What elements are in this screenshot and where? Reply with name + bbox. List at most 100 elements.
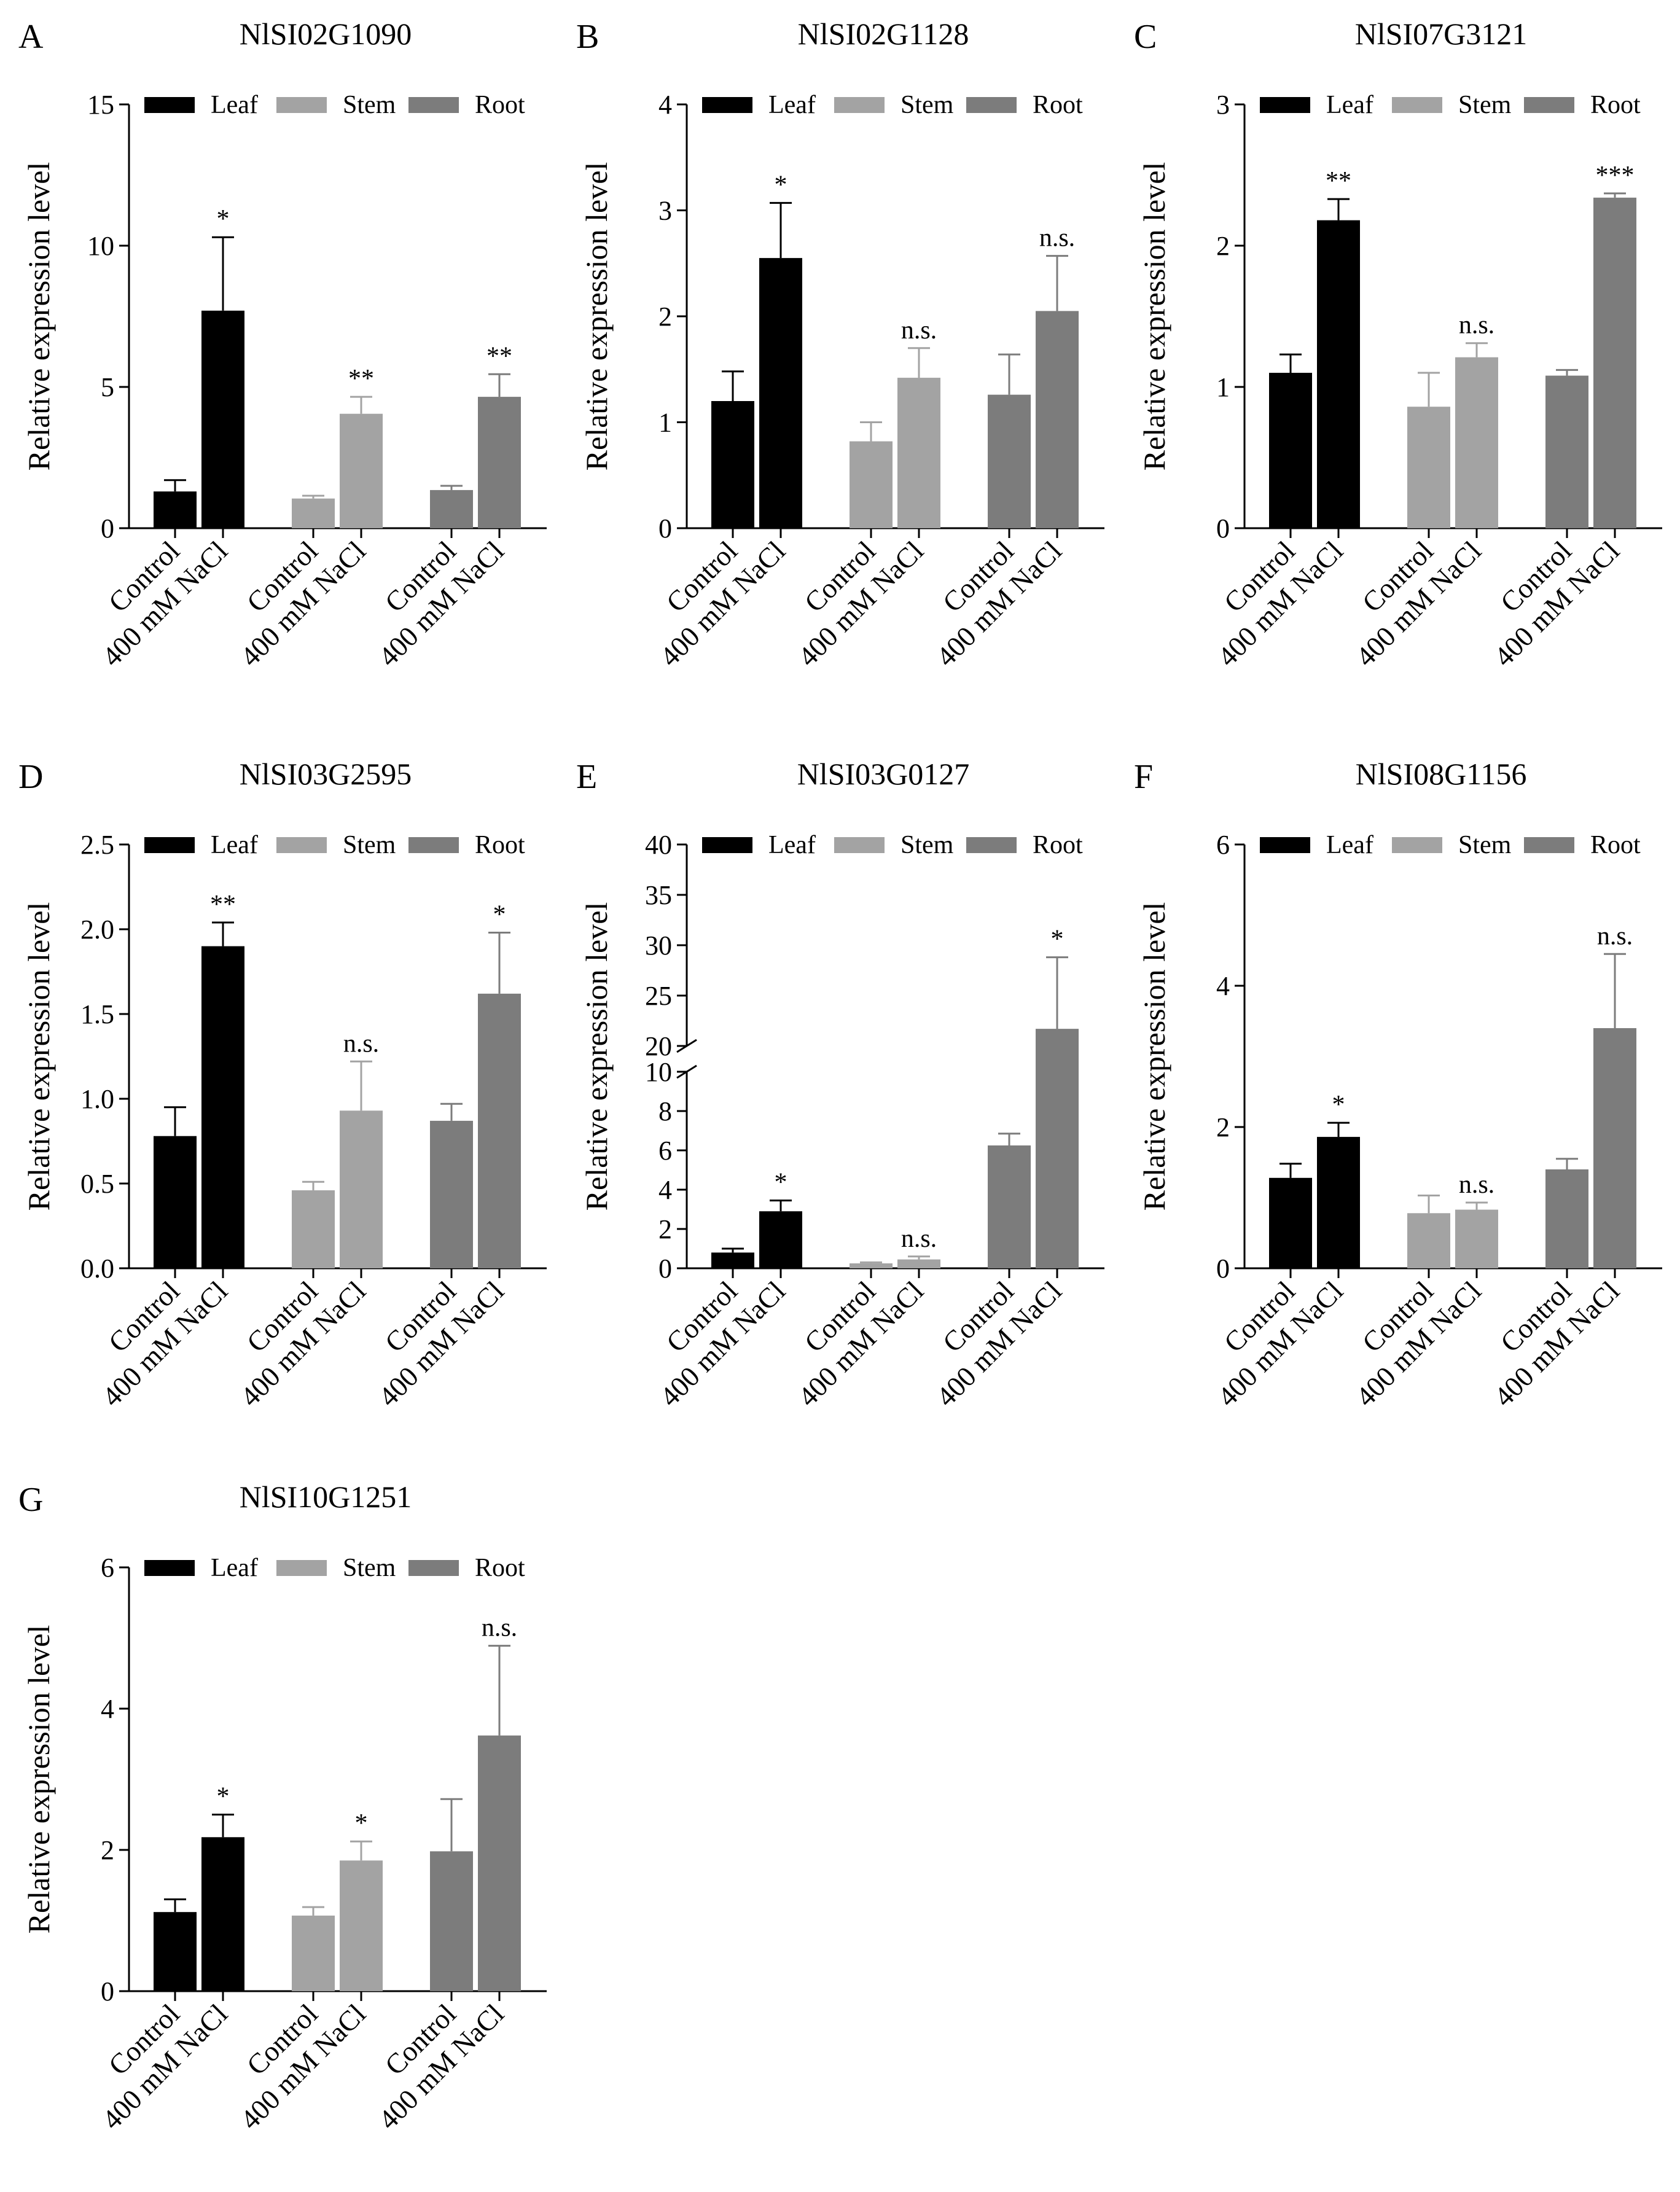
- y-tick-label: 25: [645, 981, 672, 1011]
- significance-label: n.s.: [901, 316, 937, 345]
- bar-root-control: [1545, 1169, 1588, 1268]
- legend-swatch-stem: [834, 97, 885, 113]
- bar-root-control: [430, 1120, 473, 1268]
- y-tick-label: 2: [101, 1835, 114, 1865]
- y-tick-label: 2: [658, 302, 672, 332]
- panel-letter: D: [18, 758, 43, 796]
- y-tick-label: 35: [645, 880, 672, 910]
- bar-stem-control: [1407, 407, 1450, 528]
- significance-label: **: [1326, 167, 1351, 195]
- legend-swatch-root: [1524, 837, 1574, 853]
- y-axis-label: Relative expression level: [21, 1625, 56, 1934]
- bar-root-control: [430, 489, 473, 528]
- bar-root-nacl: [1036, 1029, 1079, 1268]
- legend-swatch-stem: [276, 837, 327, 853]
- bar-leaf-control: [1269, 373, 1312, 528]
- y-tick-label: 2: [1216, 231, 1230, 261]
- y-tick-label: 2: [1216, 1112, 1230, 1142]
- y-axis-label: Relative expression level: [1137, 902, 1171, 1211]
- legend-label-stem: Stem: [343, 1554, 396, 1582]
- legend-swatch-root: [966, 837, 1017, 853]
- bar-leaf-nacl: [1317, 1137, 1360, 1268]
- panel-letter: A: [18, 18, 44, 56]
- gene-title: NlSI08G1156: [1356, 757, 1527, 791]
- panel-letter: G: [18, 1481, 43, 1519]
- legend-label-leaf: Leaf: [768, 91, 816, 119]
- legend-label-leaf: Leaf: [211, 831, 258, 859]
- bar-leaf-control: [711, 1252, 754, 1268]
- y-tick-label: 8: [658, 1096, 672, 1126]
- bar-root-control: [1545, 375, 1588, 528]
- bar-leaf-nacl: [1317, 220, 1360, 528]
- bar-leaf-nacl: [201, 310, 244, 528]
- y-axis-label: Relative expression level: [21, 902, 56, 1211]
- legend-label-leaf: Leaf: [1326, 91, 1373, 119]
- bar-stem-control: [850, 441, 893, 528]
- y-tick-label: 1.5: [80, 999, 114, 1029]
- significance-label: n.s.: [1597, 922, 1633, 950]
- legend-label-stem: Stem: [901, 831, 954, 859]
- y-axis-label: Relative expression level: [579, 162, 614, 471]
- legend-label-root: Root: [475, 91, 525, 119]
- chart-panel-b: B NlSI02G1128 Relative expression level 0 1 2…: [576, 17, 1104, 673]
- bar-root-nacl: [1593, 197, 1636, 528]
- legend-swatch-root: [408, 837, 459, 853]
- bar-stem-nacl: [1455, 357, 1498, 528]
- significance-label: n.s.: [482, 1614, 517, 1642]
- legend-label-leaf: Leaf: [211, 1554, 258, 1582]
- bar-root-nacl: [478, 397, 521, 528]
- bar-root-nacl: [478, 993, 521, 1268]
- legend-swatch-stem: [276, 1560, 327, 1576]
- bar-root-nacl: [478, 1735, 521, 1991]
- bar-root-control: [988, 1145, 1031, 1268]
- y-tick-label: 0: [658, 1254, 672, 1284]
- gene-title: NlSI02G1090: [240, 17, 412, 51]
- legend-label-root: Root: [1590, 91, 1641, 119]
- panel-letter: E: [576, 758, 597, 796]
- y-tick-label: 0: [1216, 1254, 1230, 1284]
- legend-label-stem: Stem: [1458, 831, 1512, 859]
- y-axis-label: Relative expression level: [1137, 162, 1171, 471]
- chart-panel-a: A NlSI02G1090 Relative expression level 0 5 1…: [18, 17, 547, 673]
- chart-panel-e: E NlSI03G0127 Relative expression level 0 2 4…: [576, 757, 1104, 1413]
- bar-stem-nacl: [1455, 1209, 1498, 1268]
- legend-label-root: Root: [1590, 831, 1641, 859]
- y-tick-label: 2.0: [80, 915, 114, 945]
- bar-stem-nacl: [340, 1860, 383, 1991]
- y-tick-label: 3: [1216, 90, 1230, 120]
- significance-label: **: [210, 891, 236, 919]
- bar-stem-control: [292, 1915, 335, 1991]
- y-tick-label: 30: [645, 930, 672, 961]
- y-tick-label: 15: [87, 90, 114, 120]
- significance-label: n.s.: [343, 1029, 379, 1058]
- legend-swatch-leaf: [1260, 837, 1310, 853]
- legend-swatch-stem: [1392, 837, 1442, 853]
- y-tick-label: 40: [645, 830, 672, 860]
- bar-leaf-control: [154, 1912, 197, 1991]
- significance-label: *: [217, 205, 230, 233]
- legend-swatch-root: [1524, 97, 1574, 113]
- y-tick-label: 4: [658, 90, 672, 120]
- legend-label-leaf: Leaf: [1326, 831, 1373, 859]
- legend-swatch-leaf: [702, 837, 752, 853]
- panel-letter: C: [1134, 18, 1157, 56]
- significance-label: *: [1051, 926, 1064, 954]
- y-tick-label: 0: [658, 513, 672, 544]
- significance-label: n.s.: [1039, 224, 1075, 252]
- gene-title: NlSI03G0127: [797, 757, 970, 791]
- significance-label: *: [1332, 1091, 1345, 1119]
- bar-stem-nacl: [897, 1259, 940, 1268]
- legend-swatch-leaf: [144, 1560, 195, 1576]
- panel-letter: F: [1134, 758, 1153, 796]
- bar-leaf-nacl: [201, 946, 244, 1268]
- bar-leaf-control: [154, 1136, 197, 1268]
- chart-panel-d: D NlSI03G2595 Relative expression level 0.0…: [18, 757, 547, 1413]
- y-tick-label: 4: [1216, 971, 1230, 1001]
- legend-label-stem: Stem: [343, 91, 396, 119]
- significance-label: *: [217, 1783, 230, 1811]
- y-tick-label: 3: [658, 196, 672, 226]
- y-tick-label: 5: [101, 372, 114, 402]
- bar-leaf-nacl: [759, 1211, 802, 1268]
- y-tick-label: 1.0: [80, 1084, 114, 1114]
